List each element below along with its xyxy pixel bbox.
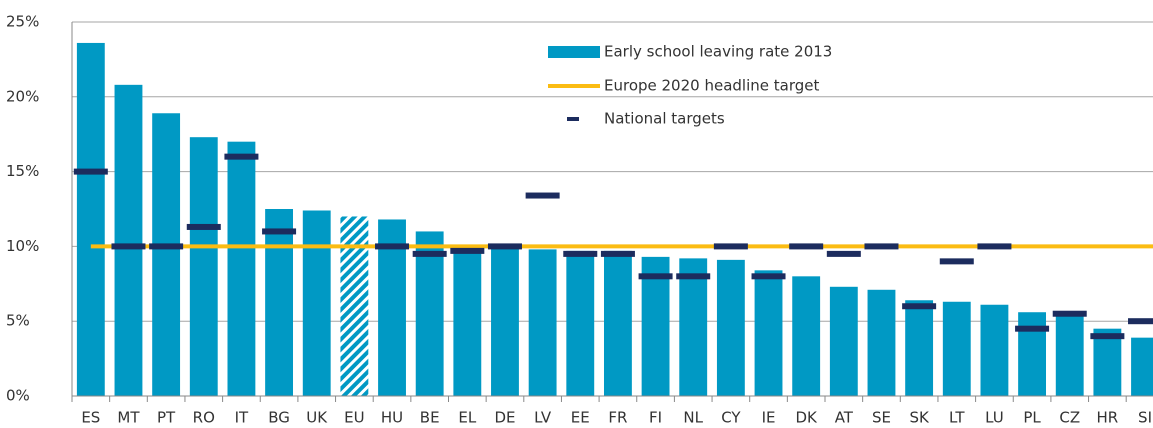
x-tick-label: BG (268, 409, 290, 427)
bar (716, 259, 745, 396)
national-target (864, 243, 899, 250)
bar (641, 256, 670, 396)
legend-label: Early school leaving rate 2013 (604, 43, 832, 61)
y-tick-label: 20% (6, 87, 39, 105)
national-target (600, 250, 635, 257)
x-tick-label: SE (872, 409, 891, 427)
national-target (826, 250, 861, 257)
bar (114, 84, 143, 396)
bar (415, 231, 444, 396)
national-target (375, 243, 410, 250)
national-target (789, 243, 824, 250)
bar (152, 113, 181, 397)
bar (566, 250, 595, 396)
bar (265, 209, 294, 396)
x-tick-label: PL (1023, 409, 1041, 427)
national-target (224, 153, 259, 160)
x-tick-label: IT (235, 409, 249, 427)
x-tick-label: LV (534, 409, 552, 427)
national-target (638, 273, 673, 280)
x-tick-label: IE (762, 409, 776, 427)
bar (1093, 328, 1122, 396)
bar (528, 249, 557, 396)
bar (867, 289, 896, 396)
national-target (902, 303, 937, 310)
x-tick-label: SK (909, 409, 930, 427)
bar (829, 286, 858, 396)
national-target (713, 243, 748, 250)
bar (76, 42, 105, 396)
national-target (186, 223, 221, 230)
x-tick-label: EU (344, 409, 364, 427)
legend-swatch (548, 46, 600, 58)
y-tick-label: 0% (6, 387, 30, 405)
x-tick-label: LT (949, 409, 965, 427)
y-tick-label: 10% (6, 237, 39, 255)
x-tick-label: HU (381, 409, 403, 427)
x-tick-label: SI (1138, 409, 1152, 427)
bar (942, 301, 971, 396)
bar (792, 276, 821, 396)
x-tick-label: RO (193, 409, 215, 427)
y-tick-label: 15% (6, 162, 39, 180)
bar (302, 210, 331, 396)
national-target (1128, 318, 1153, 325)
national-target (111, 243, 146, 250)
legend-label: National targets (604, 110, 725, 128)
x-tick-label: EL (458, 409, 476, 427)
x-tick-label: FI (649, 409, 662, 427)
national-target (563, 250, 598, 257)
x-tick-label: FR (608, 409, 627, 427)
bar (679, 258, 708, 396)
national-target (487, 243, 522, 250)
x-tick-label: DE (494, 409, 515, 427)
bar (189, 137, 218, 396)
x-tick-label: MT (117, 409, 140, 427)
x-tick-label: ES (81, 409, 100, 427)
national-target (450, 247, 485, 254)
national-target (751, 273, 786, 280)
bar (754, 270, 783, 396)
bar (1018, 312, 1047, 396)
national-target (412, 250, 447, 257)
x-tick-label: CZ (1059, 409, 1080, 427)
bar (980, 304, 1009, 396)
x-tick-label: CY (721, 409, 741, 427)
legend-swatch (567, 117, 579, 121)
national-target (1052, 310, 1087, 317)
x-tick-label: HR (1097, 409, 1119, 427)
bar (1055, 315, 1084, 396)
national-target (525, 192, 560, 199)
x-tick-label: LU (985, 409, 1004, 427)
bar (340, 216, 369, 396)
national-target (676, 273, 711, 280)
x-tick-label: DK (795, 409, 818, 427)
legend-label: Europe 2020 headline target (604, 77, 819, 95)
bar (227, 141, 256, 396)
x-tick-label: EE (571, 409, 590, 427)
national-target (149, 243, 184, 250)
bar (453, 244, 482, 396)
x-tick-label: AT (835, 409, 854, 427)
bar (603, 250, 632, 396)
national-target (977, 243, 1012, 250)
x-tick-label: UK (306, 409, 328, 427)
y-tick-label: 5% (6, 312, 30, 330)
bar (491, 247, 519, 396)
national-target (1015, 325, 1050, 332)
bar (1131, 337, 1153, 396)
y-tick-label: 25% (6, 13, 39, 31)
x-tick-label: NL (683, 409, 703, 427)
national-target (1090, 333, 1125, 340)
national-target (73, 168, 108, 175)
x-tick-label: BE (420, 409, 440, 427)
national-target (939, 258, 974, 265)
x-tick-label: PT (157, 409, 176, 427)
national-target (262, 228, 297, 235)
bar (905, 300, 934, 396)
